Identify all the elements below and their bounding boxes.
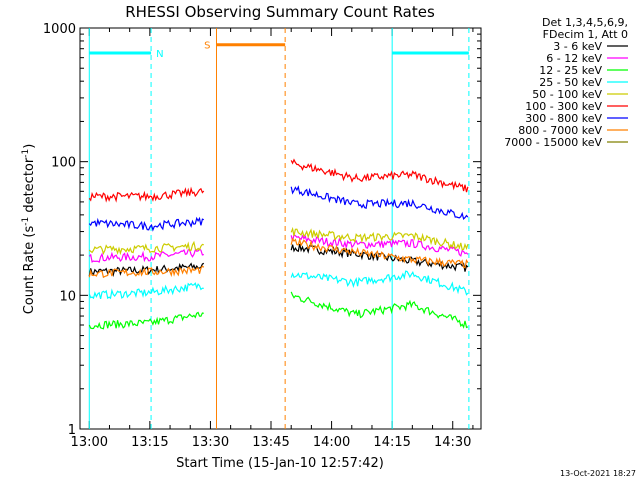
legend-label: 100 - 300 keV: [525, 100, 602, 113]
legend-label: 800 - 7000 keV: [518, 124, 602, 137]
legend-header-line-2: FDecim 1, Att 0: [543, 28, 628, 41]
y-tick-label: 1: [68, 423, 76, 438]
series-6-segment-2: [290, 185, 469, 221]
legend-label: 25 - 50 keV: [539, 76, 602, 89]
x-tick-label: 13:30: [192, 435, 229, 450]
x-tick-label: 14:00: [313, 435, 350, 450]
chart-title: RHESSI Observing Summary Count Rates: [125, 3, 435, 21]
series-5-segment-2: [290, 158, 469, 193]
x-tick-label: 13:15: [131, 435, 168, 450]
series-2-segment-1: [88, 311, 204, 330]
legend-header-line-1: Det 1,3,4,5,6,9,: [542, 16, 628, 29]
legend-label: 300 - 800 keV: [525, 112, 602, 125]
y-axis-label: Count Rate (s-1 detector-1): [21, 144, 37, 315]
y-tick-label: 1000: [43, 22, 76, 37]
legend-label: 7000 - 15000 keV: [504, 136, 602, 149]
series-4-segment-2: [290, 226, 469, 251]
plot-frame: [79, 27, 482, 430]
legend-label: 12 - 25 keV: [539, 64, 602, 77]
x-tick-label: 14:15: [373, 435, 410, 450]
series-1-segment-1: [88, 248, 204, 263]
x-axis-label: Start Time (15-Jan-10 12:57:42): [176, 456, 384, 471]
legend-label: 6 - 12 keV: [546, 52, 602, 65]
night-label: N: [156, 49, 163, 60]
y-tick-label: 100: [51, 156, 76, 171]
series-2-segment-2: [290, 291, 469, 329]
legend-label: 3 - 6 keV: [553, 40, 602, 53]
series-6-segment-1: [88, 216, 205, 232]
series-7-segment-1: [88, 265, 205, 279]
saa-label: S: [204, 41, 210, 52]
x-tick-label: 13:45: [252, 435, 289, 450]
x-tick-label: 14:30: [434, 435, 471, 450]
series-3-segment-2: [290, 270, 469, 296]
series-7-segment-2: [290, 237, 469, 269]
series-5-segment-1: [88, 186, 205, 203]
series-4-segment-1: [88, 240, 204, 256]
x-tick-label: 13:00: [71, 435, 108, 450]
footer-date: 13-Oct-2021 18:27: [560, 469, 636, 478]
legend-label: 50 - 100 keV: [532, 88, 602, 101]
series-1-segment-2: [290, 233, 469, 257]
series-3-segment-1: [88, 282, 204, 300]
y-tick-label: 10: [59, 289, 76, 304]
